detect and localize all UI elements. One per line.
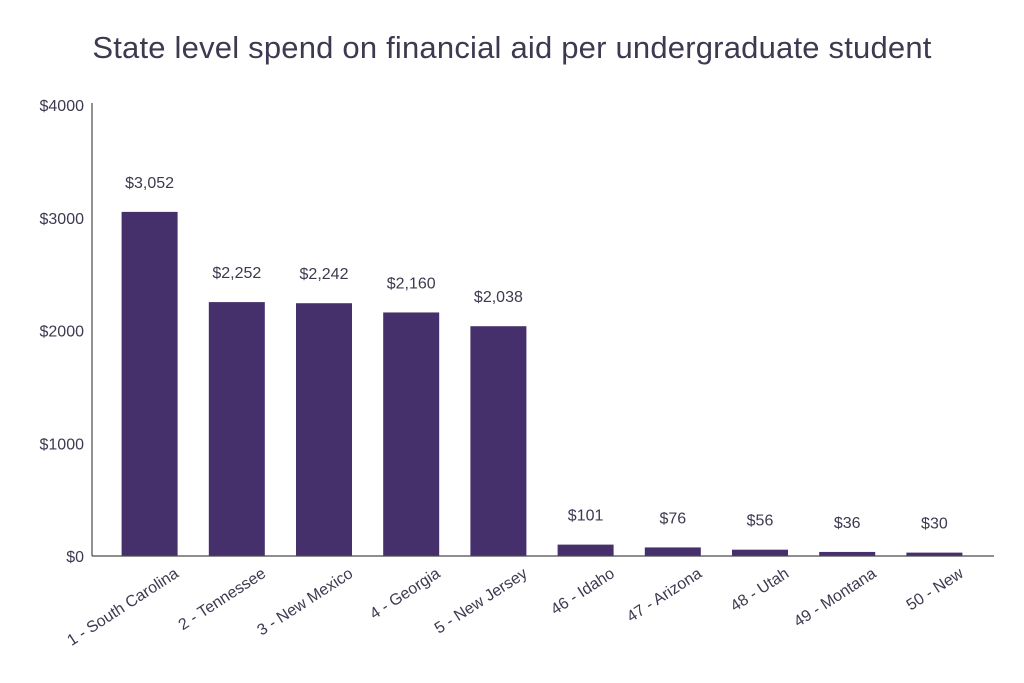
bar-value-label: $56	[747, 513, 774, 530]
bar	[644, 547, 701, 556]
y-tick-label: $3000	[40, 211, 85, 228]
bar	[470, 326, 527, 556]
y-axis: $0 $1000 $2000 $3000 $4000	[40, 98, 93, 566]
x-category-label: 3 - New Mexico	[254, 565, 356, 639]
x-category-label: 50 - New	[904, 565, 967, 614]
bar-value-label: $36	[834, 515, 861, 532]
bars	[121, 211, 963, 556]
bar-value-label: $2,160	[387, 275, 436, 292]
bar	[296, 303, 352, 556]
y-tick-label: $0	[66, 549, 84, 566]
bar-value-label: $30	[921, 516, 948, 533]
x-category-label: 1 - South Carolina	[64, 565, 181, 650]
bar-value-label: $76	[659, 510, 686, 527]
bar-value-label: $3,052	[125, 175, 174, 192]
bar	[557, 544, 614, 556]
x-category-label: 5 - New Jersey	[432, 565, 531, 637]
bar	[121, 211, 178, 556]
y-tick-label: $2000	[40, 324, 85, 341]
data-labels: $3,052 $2,252 $2,242 $2,160 $2,038 $101 $76 $56…	[125, 175, 948, 533]
bar-value-label: $101	[568, 508, 604, 525]
bar	[906, 552, 963, 556]
bar-value-label: $2,038	[474, 289, 523, 306]
bar	[732, 549, 788, 556]
x-category-label: 48 - Utah	[728, 565, 792, 615]
x-category-label: 4 - Georgia	[367, 565, 443, 623]
y-tick-label: $1000	[40, 436, 85, 453]
x-category-label: 46 - Idaho	[548, 565, 618, 619]
bar	[383, 312, 440, 556]
bar	[208, 302, 265, 556]
bar-value-label: $2,252	[212, 265, 261, 282]
chart-title: State level spend on financial aid per u…	[92, 30, 932, 65]
bar	[819, 551, 876, 556]
bar-value-label: $2,242	[300, 266, 349, 283]
x-category-label: 49 - Montana	[791, 565, 879, 631]
x-category-label: 47 - Arizona	[624, 565, 705, 626]
y-tick-label: $4000	[40, 98, 85, 115]
